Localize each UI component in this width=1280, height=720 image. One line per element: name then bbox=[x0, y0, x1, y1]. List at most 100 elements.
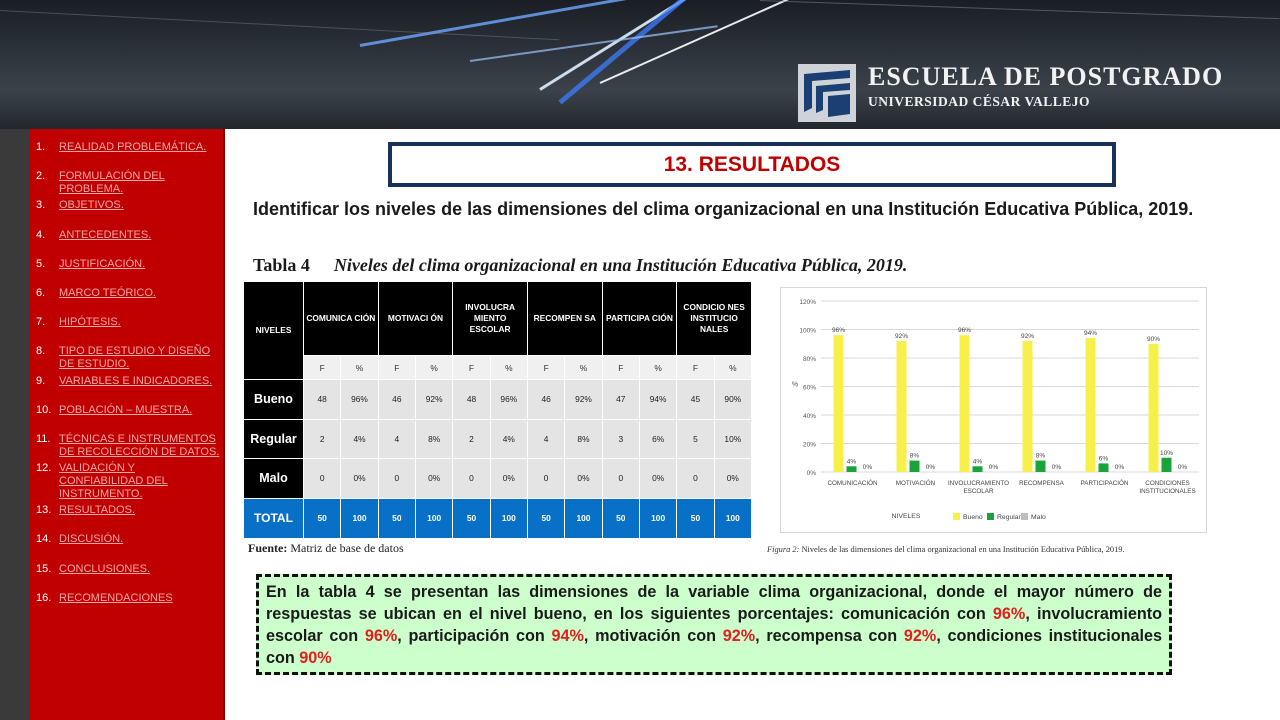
data-label: 0% bbox=[989, 464, 999, 471]
table-cell: 100 bbox=[489, 497, 528, 539]
sidebar-item-link[interactable]: REALIDAD PROBLEMÁTICA. bbox=[59, 141, 207, 153]
sidebar-item-link[interactable]: JUSTIFICACIÓN. bbox=[59, 257, 146, 270]
sidebar-item[interactable]: 12. VALIDACIÓN Y CONFIABILIDAD DEL INSTRU… bbox=[36, 462, 223, 501]
sidebar-item[interactable]: 3. OBJETIVOS. bbox=[36, 199, 223, 212]
summary-box: En la tabla 4 se presentan las dimension… bbox=[256, 574, 1172, 675]
data-label: 8% bbox=[910, 453, 920, 460]
sidebar-item[interactable]: 14. DISCUSIÓN. bbox=[36, 533, 223, 546]
sidebar-item[interactable]: 16. RECOMENDACIONES bbox=[36, 592, 223, 605]
table-cell: 92% bbox=[414, 379, 454, 420]
table-subheader: F bbox=[526, 355, 566, 380]
sidebar-item-link[interactable]: RESULTADOS. bbox=[59, 504, 135, 517]
sidebar-item[interactable]: 10. POBLACIÓN – MUESTRA. bbox=[36, 404, 223, 417]
table-cell: 0 bbox=[377, 458, 416, 499]
table-cell: 0% bbox=[414, 458, 454, 499]
sidebar-item[interactable]: 2. FORMULACIÓN DEL PROBLEMA. bbox=[36, 170, 223, 196]
sidebar-item-link[interactable]: VARIABLES E INDICADORES. bbox=[59, 374, 213, 387]
sidebar-item-link[interactable]: TÉCNICAS E INSTRUMENTOS DE RECOLECCIÓN D… bbox=[59, 432, 220, 458]
sidebar-item-link[interactable]: MARCO TEÓRICO. bbox=[59, 286, 156, 299]
bar-chart-frame: 0% 20% 40% 60% 80% 100% 120%% 96% 4% 0% COMUNICACI… bbox=[780, 287, 1207, 533]
sidebar-item-link[interactable]: OBJETIVOS. bbox=[59, 199, 124, 212]
table-cell: 3 bbox=[601, 418, 640, 459]
data-label: 0% bbox=[1115, 464, 1125, 471]
table-cell: 0 bbox=[676, 458, 715, 499]
table-column-header: COMUNICA CIÓN bbox=[303, 281, 379, 356]
bar-bueno bbox=[833, 335, 844, 472]
sidebar-item[interactable]: 6. MARCO TEÓRICO. bbox=[36, 287, 223, 300]
figure-caption-text: Niveles de las dimensiones del clima org… bbox=[801, 545, 1125, 554]
table-column-header: CONDICIO NES INSTITUCIO NALES bbox=[676, 281, 752, 356]
summary-text: , recompensa con bbox=[755, 627, 904, 645]
sidebar-item-link[interactable]: DISCUSIÓN. bbox=[59, 533, 124, 546]
brand-subtitle: UNIVERSIDAD CÉSAR VALLEJO bbox=[868, 94, 1091, 109]
table-cell: 0 bbox=[526, 458, 566, 499]
sidebar-item-number: 14. bbox=[36, 533, 52, 546]
summary-text: , participación con bbox=[397, 627, 552, 645]
sidebar-item[interactable]: 15. CONCLUSIONES. bbox=[36, 563, 223, 576]
table-cell: 4% bbox=[340, 418, 379, 459]
sidebar-item[interactable]: 8. TIPO DE ESTUDIO Y DISEÑO DE ESTUDIO. bbox=[36, 345, 223, 371]
data-label: 0% bbox=[863, 464, 873, 471]
table-cell: 4 bbox=[526, 418, 566, 459]
sidebar-item[interactable]: 5. JUSTIFICACIÓN. bbox=[36, 258, 223, 271]
summary-text: , involucramiento escolar con bbox=[266, 605, 1162, 645]
table-cell: 96% bbox=[340, 379, 379, 420]
data-label: 0% bbox=[1052, 464, 1062, 471]
table-cell: 4% bbox=[489, 418, 528, 459]
sidebar-item-number: 11. bbox=[36, 432, 51, 445]
table-cell: 50 bbox=[377, 497, 416, 539]
data-label: 8% bbox=[1036, 453, 1046, 460]
table-column-header: PARTICIPA CIÓN bbox=[601, 281, 678, 356]
table-row-label: Malo bbox=[243, 458, 304, 499]
summary-value: 90% bbox=[299, 649, 332, 667]
table-column-header: RECOMPEN SA bbox=[526, 281, 603, 356]
table-cell: 45 bbox=[676, 379, 715, 420]
table-cell: 50 bbox=[676, 497, 715, 539]
table-row-label: Bueno bbox=[243, 379, 304, 420]
sidebar-item-number: 8. bbox=[36, 345, 46, 358]
sidebar-item-link[interactable]: CONCLUSIONES. bbox=[59, 562, 151, 575]
table-cell: 50 bbox=[302, 497, 342, 539]
sidebar-item-number: 6. bbox=[36, 286, 46, 299]
sidebar-item-link[interactable]: HIPÓTESIS. bbox=[59, 316, 121, 329]
sidebar-item-link[interactable]: RECOMENDACIONES bbox=[59, 591, 173, 604]
bar-bueno bbox=[1085, 338, 1096, 472]
table-cell: 90% bbox=[713, 379, 753, 420]
sidebar-item-link[interactable]: TIPO DE ESTUDIO Y DISEÑO DE ESTUDIO. bbox=[59, 345, 211, 371]
table-cell: 8% bbox=[564, 418, 603, 459]
sidebar-item-link[interactable]: POBLACIÓN – MUESTRA. bbox=[59, 403, 193, 416]
sidebar-item-number: 13. bbox=[36, 504, 52, 517]
table-subheader: % bbox=[489, 355, 528, 380]
brand-title: ESCUELA DE POSTGRADO bbox=[868, 62, 1224, 91]
bar-regular bbox=[846, 466, 857, 472]
table-subheader: F bbox=[676, 355, 715, 380]
sidebar-item[interactable]: 4. ANTECEDENTES. bbox=[36, 229, 223, 242]
sidebar-item[interactable]: 9. VARIABLES E INDICADORES. bbox=[36, 375, 223, 388]
header-banner: ESCUELA DE POSTGRADO UNIVERSIDAD CÉSAR V… bbox=[0, 0, 1280, 129]
results-table: NIVELES COMUNICA CIÓN MOTIVACI ÓN INVOLUCRA… bbox=[243, 281, 753, 539]
data-label: 0% bbox=[926, 464, 936, 471]
table-title: Niveles del clima organizacional en una … bbox=[333, 255, 908, 275]
sidebar-item[interactable]: 11. TÉCNICAS E INSTRUMENTOS DE RECOLECCIÓ… bbox=[36, 433, 223, 459]
bar-regular bbox=[1035, 460, 1046, 472]
sidebar-item-number: 5. bbox=[36, 257, 46, 270]
y-tick-label: 0% bbox=[807, 470, 817, 477]
sidebar-item-number: 1. bbox=[36, 141, 46, 153]
table-cell: 50 bbox=[526, 497, 566, 539]
table-cell: 0% bbox=[564, 458, 603, 499]
sidebar-item-link[interactable]: ANTECEDENTES. bbox=[59, 228, 152, 241]
sidebar-item-link[interactable]: VALIDACIÓN Y CONFIABILIDAD DEL INSTRUMEN… bbox=[59, 462, 168, 501]
sidebar-item[interactable]: 1. REALIDAD PROBLEMÁTICA. bbox=[36, 141, 223, 154]
sidebar-item[interactable]: 7. HIPÓTESIS. bbox=[36, 316, 223, 329]
data-label: 4% bbox=[847, 458, 857, 465]
y-tick-label: 40% bbox=[803, 413, 816, 420]
sidebar-item[interactable]: 13. RESULTADOS. bbox=[36, 504, 223, 517]
summary-text: En la tabla 4 se presentan las dimension… bbox=[266, 583, 1162, 623]
sidebar-item-link[interactable]: FORMULACIÓN DEL PROBLEMA. bbox=[59, 170, 165, 196]
x-tick-label: RECOMPENSA bbox=[1019, 480, 1065, 487]
bar-bueno bbox=[959, 335, 970, 472]
x-axis-label: NIVELES bbox=[892, 513, 921, 520]
table-caption: Tabla 4 Niveles del clima organizacional … bbox=[253, 255, 907, 276]
bar-bueno bbox=[896, 340, 907, 472]
table-row-label: Regular bbox=[243, 418, 304, 459]
